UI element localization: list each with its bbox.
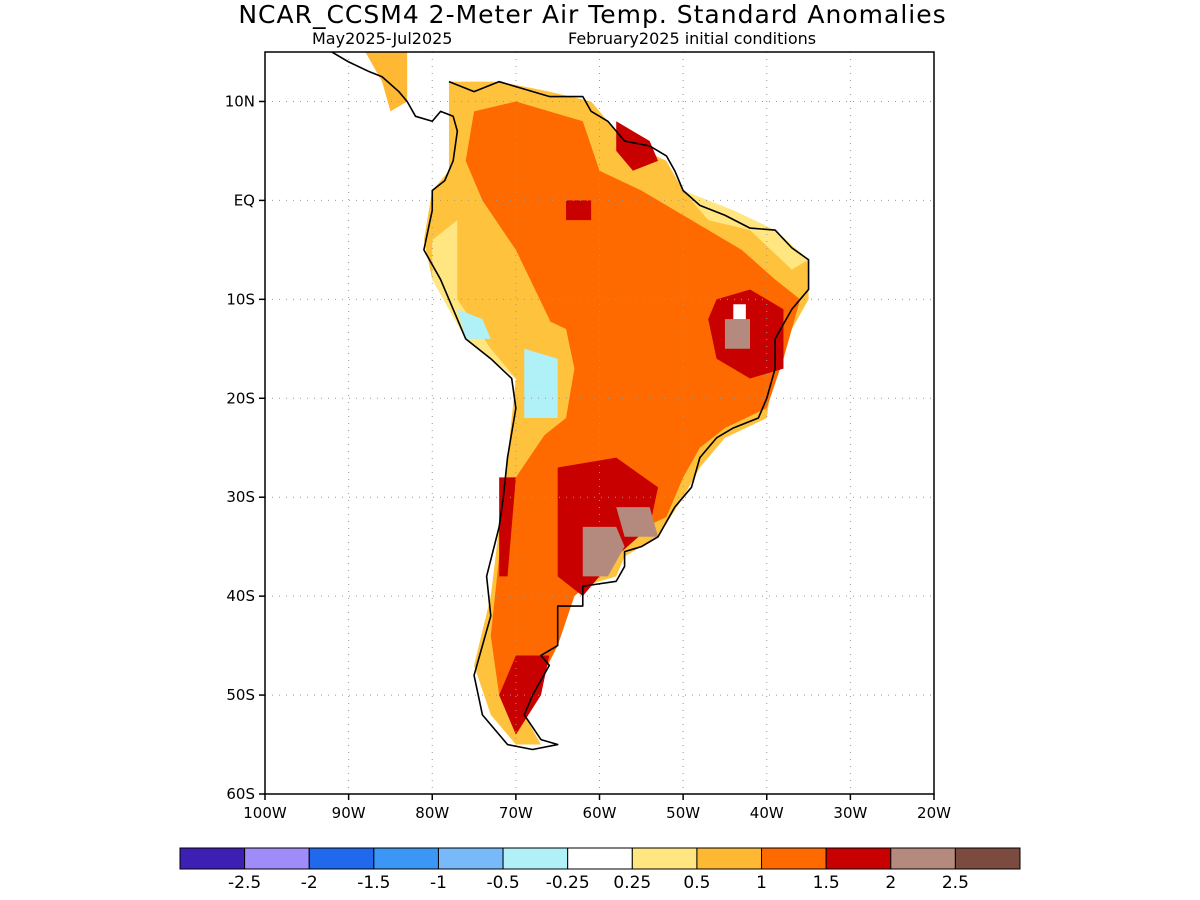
colorbar-swatch xyxy=(567,847,633,870)
colorbar-swatch xyxy=(890,847,956,870)
region-brown-pampas xyxy=(582,526,625,577)
colorbar-swatch xyxy=(696,847,763,870)
colorbar-swatch xyxy=(179,847,246,870)
region-brown-uruguay xyxy=(616,507,659,537)
region-brown-ne-brazil xyxy=(724,319,751,349)
x-tick-label: 90W xyxy=(332,804,366,822)
colorbar-swatch xyxy=(308,847,375,870)
colorbar-swatch xyxy=(825,847,892,870)
coastline xyxy=(331,52,810,751)
colorbar-label: -0.25 xyxy=(546,873,590,893)
colorbar-label: -2.5 xyxy=(228,873,261,893)
colorbar-label: -2 xyxy=(301,873,318,893)
y-tick-label: EQ xyxy=(234,191,255,209)
colorbar-label: 0.25 xyxy=(613,873,651,893)
colorbar-label: 1.5 xyxy=(813,873,840,893)
gridlines xyxy=(265,52,934,794)
region-white-ne-brazil xyxy=(733,304,746,320)
colorbar-swatch xyxy=(437,847,504,870)
colorbar-label: 2.5 xyxy=(942,873,969,893)
y-tick-label: 40S xyxy=(226,587,255,605)
colorbar-swatch xyxy=(502,847,569,870)
region-red-guiana xyxy=(616,121,659,171)
map-title: NCAR_CCSM4 2-Meter Air Temp. Standard An… xyxy=(238,0,947,29)
coastline-path xyxy=(331,52,810,751)
colorbar-swatch xyxy=(373,847,439,870)
x-tick-label: 50W xyxy=(666,804,700,822)
x-tick-label: 20W xyxy=(917,804,951,822)
x-tick-label: 80W xyxy=(415,804,449,822)
x-tick-label: 40W xyxy=(750,804,784,822)
region-cyan-peru xyxy=(457,309,491,339)
y-tick-label: 10S xyxy=(226,290,255,308)
colorbar: -2.5 -2 -1.5 -1 -0.5 -0.25 0.25 0.5 1 1.5 2 2.5 xyxy=(179,847,1021,893)
y-tick-label: 50S xyxy=(226,686,255,704)
colorbar-label: -0.5 xyxy=(486,873,519,893)
x-tick-label: 30W xyxy=(833,804,867,822)
anomaly-regions xyxy=(365,52,809,745)
y-tick-label: 60S xyxy=(226,785,255,803)
region-central-america-warm xyxy=(365,52,408,112)
region-cyan-altiplano xyxy=(524,348,558,419)
region-orange-main xyxy=(465,101,801,725)
initial-conditions: February2025 initial conditions xyxy=(568,29,817,48)
region-red-amazon-spot xyxy=(566,200,592,221)
colorbar-swatch xyxy=(244,847,310,870)
x-tick-label: 100W xyxy=(243,804,287,822)
x-tick-label: 60W xyxy=(583,804,617,822)
colorbar-label: -1 xyxy=(430,873,447,893)
colorbar-swatch xyxy=(761,847,827,870)
colorbar-label: 2 xyxy=(885,873,896,893)
colorbar-label: 0.5 xyxy=(683,873,710,893)
y-tick-label: 10N xyxy=(225,92,255,110)
y-tick-label: 20S xyxy=(226,389,255,407)
region-pale-yellow-west xyxy=(432,220,516,379)
colorbar-swatch xyxy=(631,847,698,870)
x-tick-label: 70W xyxy=(499,804,533,822)
colorbar-label: 1 xyxy=(756,873,767,893)
y-tick-label: 30S xyxy=(226,488,255,506)
axis-ticks: 100W 90W 80W 70W 60W 50W 40W 30W 20W 10N EQ 10S 20S 3… xyxy=(225,92,951,822)
forecast-period: May2025-Jul2025 xyxy=(312,29,453,48)
colorbar-swatch xyxy=(954,847,1021,870)
colorbar-label: -1.5 xyxy=(357,873,390,893)
